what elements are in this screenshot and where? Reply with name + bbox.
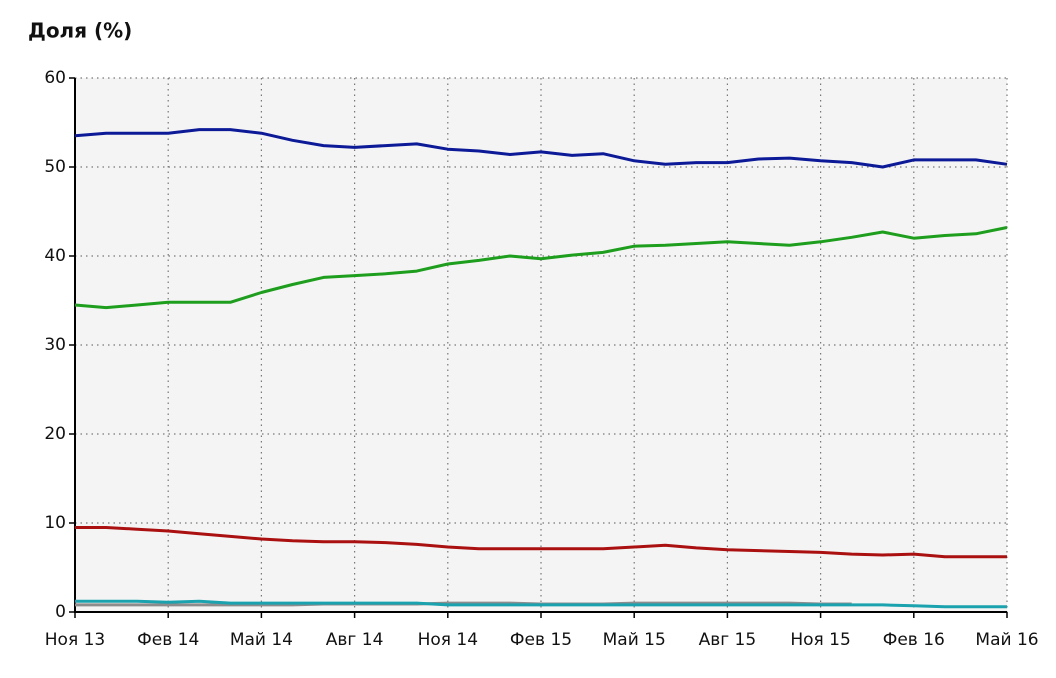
x-tick-label: Май 14 [230, 630, 293, 650]
x-tick-label: Авг 14 [326, 630, 384, 650]
y-tick-label: 40 [44, 246, 66, 266]
series-line [74, 226, 1008, 310]
y-tick-label: 50 [44, 157, 66, 177]
x-tick-label: Ноя 15 [790, 630, 850, 650]
x-tick-label: Ноя 13 [45, 630, 105, 650]
y-tick-label: 30 [44, 335, 66, 355]
x-tick-label: Фев 16 [883, 630, 945, 650]
x-tick-label: Май 15 [603, 630, 666, 650]
series-line [75, 599, 1007, 609]
series-line [75, 526, 1007, 559]
chart-title: Доля (%) [28, 19, 132, 43]
y-tick-label: 0 [55, 602, 66, 622]
series-line [75, 601, 852, 607]
x-tick-label: Фев 14 [137, 630, 199, 650]
series-line [74, 128, 1008, 169]
x-tick-label: Май 16 [975, 630, 1038, 650]
y-tick-label: 20 [44, 424, 66, 444]
x-tick-label: Фев 15 [510, 630, 572, 650]
y-tick-label: 10 [44, 513, 66, 533]
x-tick-label: Авг 15 [699, 630, 757, 650]
x-tick-label: Ноя 14 [418, 630, 478, 650]
y-tick-label: 60 [44, 68, 66, 88]
